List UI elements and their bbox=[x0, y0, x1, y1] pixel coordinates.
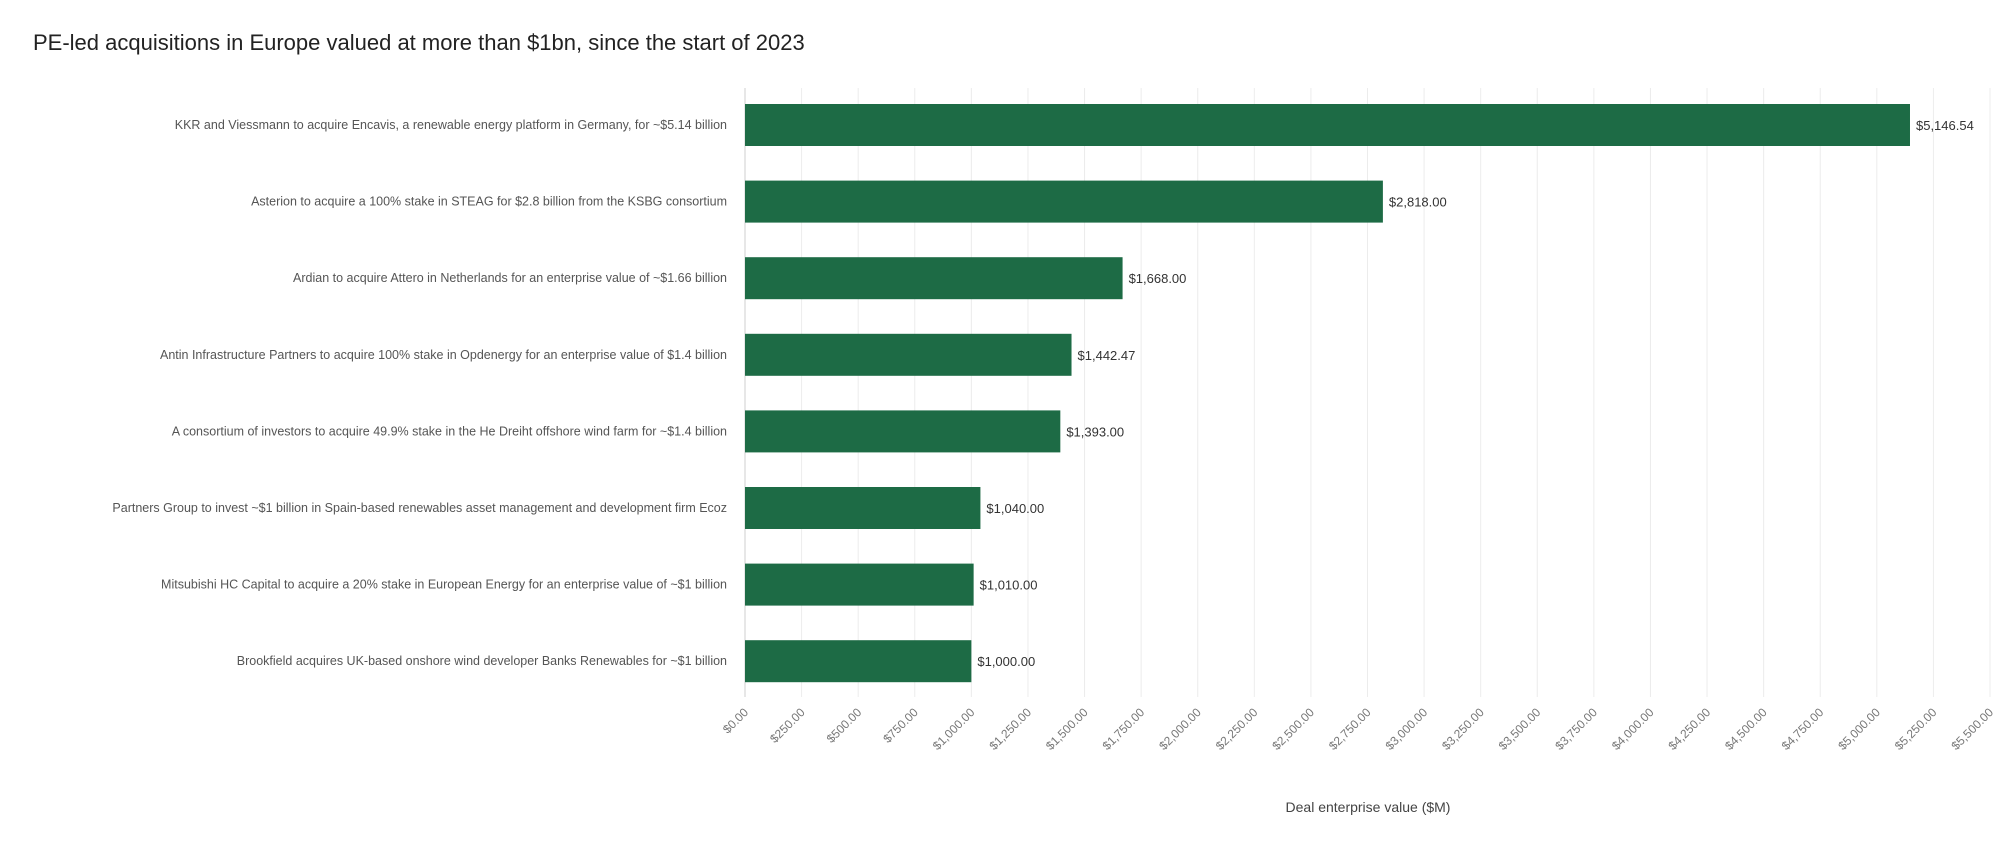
category-label: Mitsubishi HC Capital to acquire a 20% s… bbox=[161, 578, 727, 592]
x-tick-label: $4,250.00 bbox=[1666, 705, 1714, 753]
x-tick-label: $4,500.00 bbox=[1722, 705, 1770, 753]
bar bbox=[745, 180, 1383, 223]
x-tick-label: $3,750.00 bbox=[1552, 705, 1600, 753]
x-tick-label: $3,250.00 bbox=[1439, 705, 1487, 753]
value-label: $1,010.00 bbox=[980, 578, 1038, 593]
x-tick-label: $2,250.00 bbox=[1213, 705, 1261, 753]
x-tick-label: $2,500.00 bbox=[1269, 705, 1317, 753]
category-label: Brookfield acquires UK-based onshore win… bbox=[237, 654, 727, 668]
x-tick-label: $0.00 bbox=[720, 705, 751, 736]
chart-title: PE-led acquisitions in Europe valued at … bbox=[33, 30, 805, 55]
category-label: KKR and Viessmann to acquire Encavis, a … bbox=[175, 118, 727, 132]
x-tick-label: $5,000.00 bbox=[1835, 705, 1883, 753]
x-tick-label: $500.00 bbox=[824, 705, 865, 746]
x-tick-label: $3,000.00 bbox=[1383, 705, 1431, 753]
value-label: $1,000.00 bbox=[977, 654, 1035, 669]
category-label: Ardian to acquire Attero in Netherlands … bbox=[293, 271, 727, 285]
category-label: Asterion to acquire a 100% stake in STEA… bbox=[251, 195, 727, 209]
x-tick-label: $3,500.00 bbox=[1496, 705, 1544, 753]
x-tick-label: $2,000.00 bbox=[1156, 705, 1204, 753]
bar bbox=[745, 257, 1123, 300]
category-label: Partners Group to invest ~$1 billion in … bbox=[112, 501, 727, 515]
x-axis-ticks: $0.00 $250.00 $500.00 $750.00 $1,000.00 $1,25… bbox=[720, 705, 1996, 753]
grid-layer bbox=[744, 88, 1991, 697]
value-label: $1,442.47 bbox=[1078, 348, 1136, 363]
x-tick-label: $2,750.00 bbox=[1326, 705, 1374, 753]
bar bbox=[745, 410, 1061, 453]
x-tick-label: $4,000.00 bbox=[1609, 705, 1657, 753]
x-tick-label: $1,750.00 bbox=[1100, 705, 1148, 753]
value-label: $1,668.00 bbox=[1129, 271, 1187, 286]
x-tick-label: $4,750.00 bbox=[1779, 705, 1827, 753]
x-tick-label: $750.00 bbox=[880, 705, 921, 746]
bar bbox=[745, 333, 1072, 376]
x-tick-label: $1,000.00 bbox=[930, 705, 978, 753]
category-label: A consortium of investors to acquire 49.… bbox=[172, 424, 727, 438]
value-label: $1,040.00 bbox=[986, 501, 1044, 516]
x-tick-label: $1,250.00 bbox=[986, 705, 1034, 753]
value-label: $5,146.54 bbox=[1916, 118, 1974, 133]
x-tick-label: $5,250.00 bbox=[1892, 705, 1940, 753]
bar bbox=[745, 104, 1910, 146]
value-label: $2,818.00 bbox=[1389, 195, 1447, 210]
bar bbox=[745, 640, 972, 683]
bar bbox=[745, 487, 981, 529]
x-axis-title: Deal enterprise value ($M) bbox=[1286, 799, 1451, 815]
bars-layer: $5,146.54 $2,818.00 $1,668.00 $1,442.47 $1,3… bbox=[745, 104, 1974, 683]
value-label: $1,393.00 bbox=[1066, 424, 1124, 439]
x-tick-label: $5,500.00 bbox=[1948, 705, 1996, 753]
category-labels: KKR and Viessmann to acquire Encavis, a … bbox=[112, 118, 727, 668]
category-label: Antin Infrastructure Partners to acquire… bbox=[160, 348, 727, 362]
x-tick-label: $1,500.00 bbox=[1043, 705, 1091, 753]
bar bbox=[745, 563, 974, 606]
x-tick-label: $250.00 bbox=[767, 705, 808, 746]
